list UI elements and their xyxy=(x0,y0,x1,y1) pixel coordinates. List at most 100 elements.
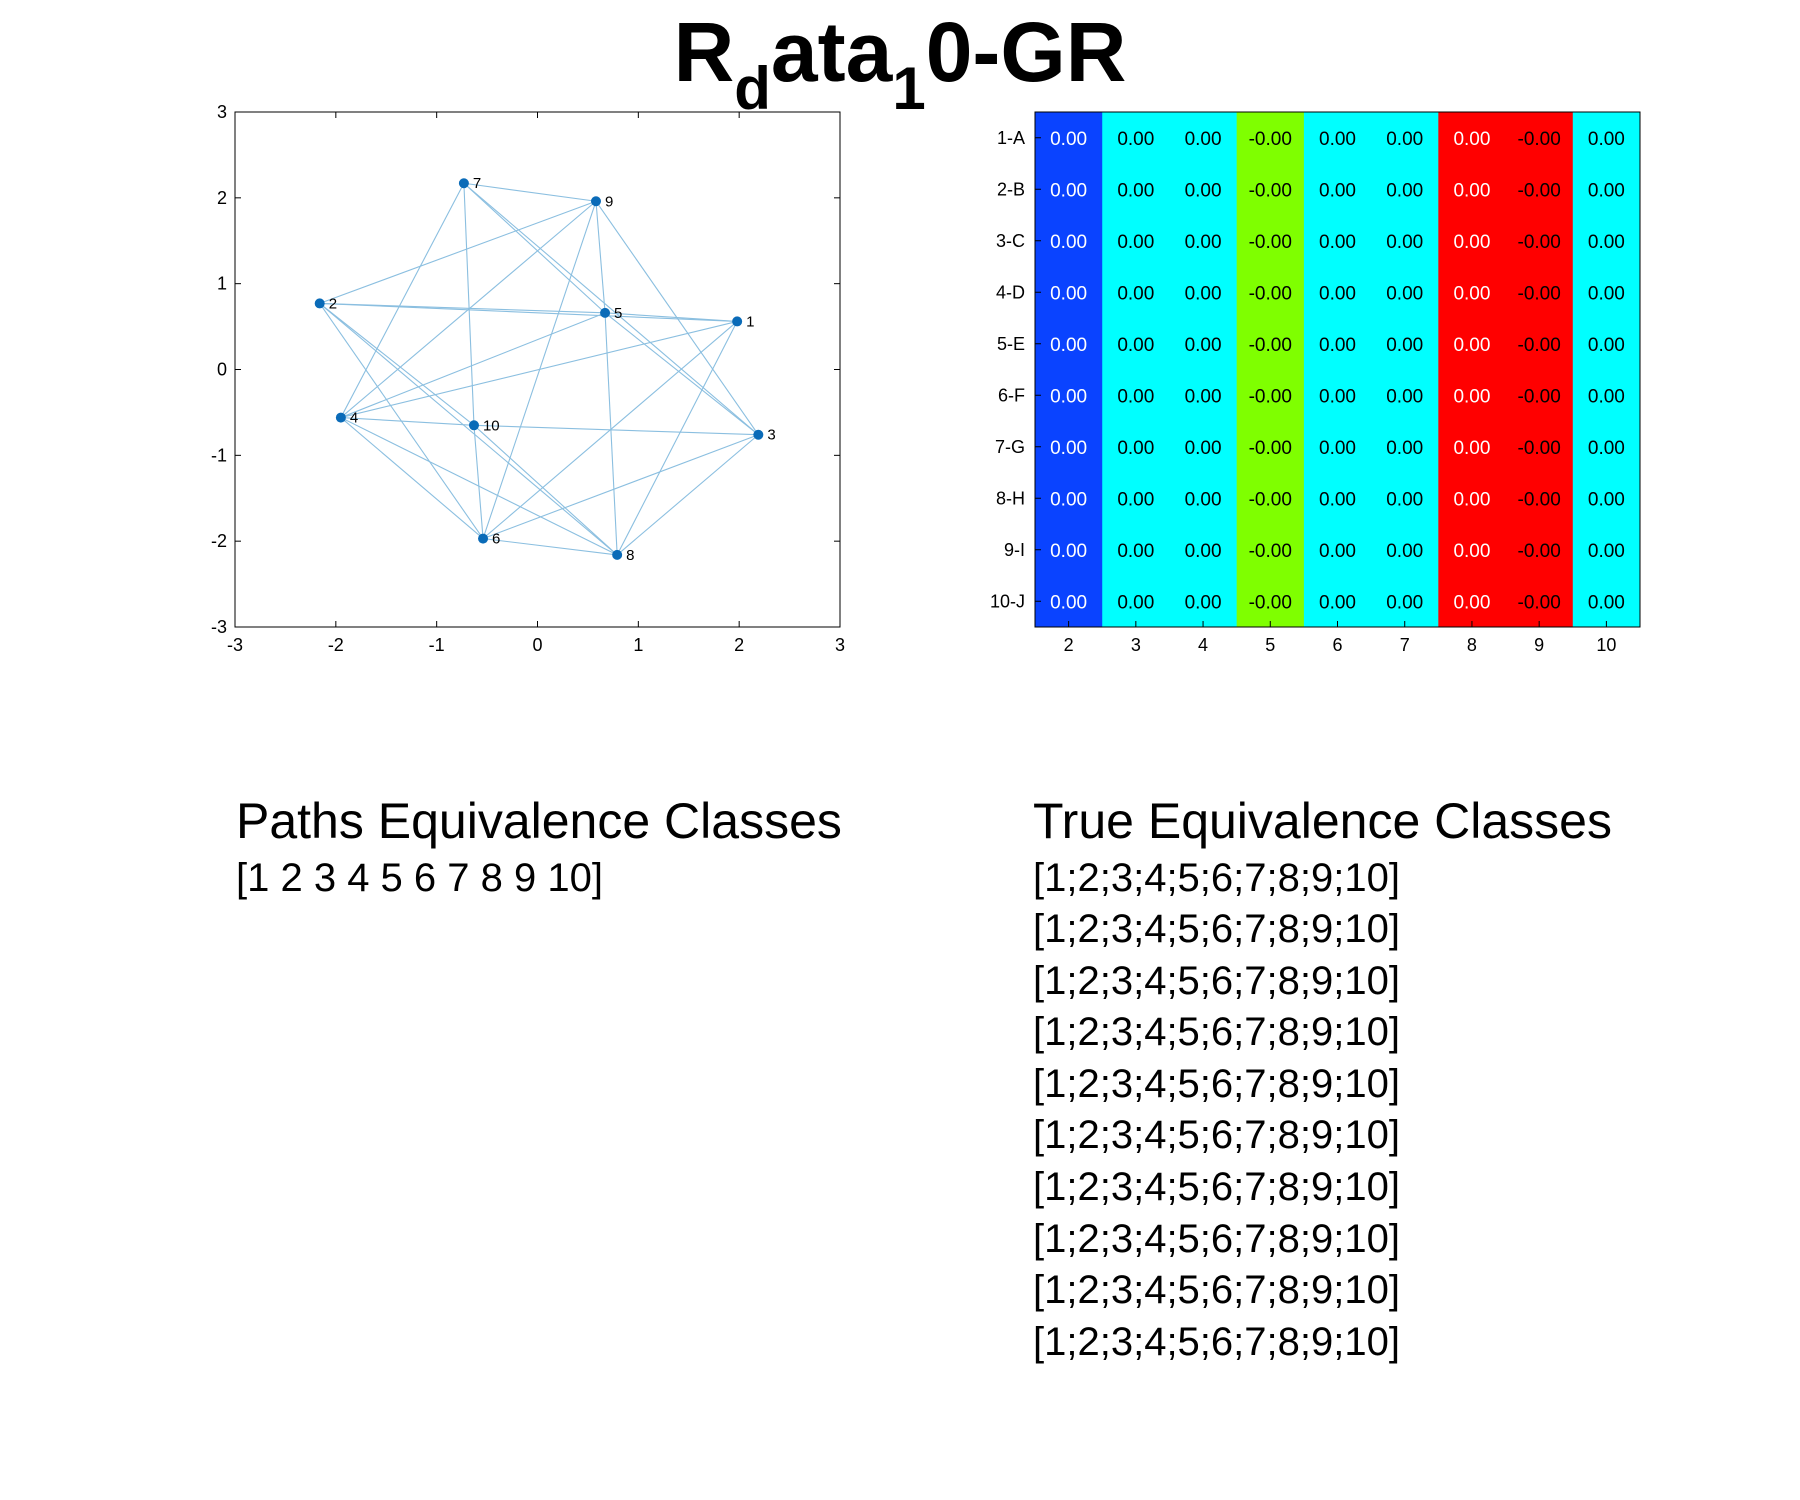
graph-edge xyxy=(604,312,759,436)
true-class-line: [1;2;3;4;5;6;7;8;9;10] xyxy=(1033,907,1400,952)
heatmap-cell-value: 0.00 xyxy=(1050,129,1087,150)
heatmap-cell-value: 0.00 xyxy=(1050,180,1087,201)
heatmap-cell-value: 0.00 xyxy=(1386,489,1423,510)
heatmap-cell-value: 0.00 xyxy=(1319,283,1356,304)
heatmap-cell-value: 0.00 xyxy=(1185,541,1222,562)
heatmap-cell-value: -0.00 xyxy=(1249,438,1292,459)
graph-node-label: 5 xyxy=(614,305,622,322)
true-classes: True Equivalence Classes [1;2;3;4;5;6;7;… xyxy=(1033,793,1612,1368)
x-tick-label: -3 xyxy=(227,635,243,655)
heatmap-row-label: 2-B xyxy=(997,179,1025,199)
true-class-line: [1;2;3;4;5;6;7;8;9;10] xyxy=(1033,1113,1400,1158)
heatmap-cell-value: 0.00 xyxy=(1386,386,1423,407)
graph-edge xyxy=(595,201,606,313)
heatmap-cell-value: -0.00 xyxy=(1249,541,1292,562)
heatmap-row-label: 1-A xyxy=(997,128,1025,148)
heatmap-cell-value: 0.00 xyxy=(1588,232,1625,253)
graph-edge xyxy=(319,302,606,314)
heatmap-cell-value: 0.00 xyxy=(1319,232,1356,253)
heatmap-row-label: 7-G xyxy=(995,437,1025,457)
heatmap-column-fill xyxy=(1035,112,1103,627)
graph-edge xyxy=(319,302,738,322)
heatmap-column-fill xyxy=(1102,112,1170,627)
true-class-line: [1;2;3;4;5;6;7;8;9;10] xyxy=(1033,855,1400,900)
heatmap-cell-value: 0.00 xyxy=(1117,335,1154,356)
heatmap-cell-value: -0.00 xyxy=(1249,335,1292,356)
heatmap-cell-value: 0.00 xyxy=(1386,541,1423,562)
graph-node-label: 6 xyxy=(492,531,500,548)
y-tick-label: 3 xyxy=(217,102,227,122)
heatmap-cell-value: 0.00 xyxy=(1386,129,1423,150)
heatmap-cell-value: 0.00 xyxy=(1185,283,1222,304)
graph-edge xyxy=(604,312,618,555)
graph-node-label: 7 xyxy=(473,175,481,192)
graph-node-label: 8 xyxy=(626,547,634,564)
heatmap-column-fill xyxy=(1236,112,1305,627)
graph-edge xyxy=(319,302,618,556)
graph-node xyxy=(612,549,623,560)
graph-node-label: 1 xyxy=(746,313,754,330)
heatmap-cell-value: -0.00 xyxy=(1518,129,1561,150)
heatmap-cell-value: 0.00 xyxy=(1588,541,1625,562)
heatmap-cell-value: 0.00 xyxy=(1185,232,1222,253)
heatmap-col-label: 5 xyxy=(1265,635,1275,655)
graph-edge xyxy=(616,321,738,556)
graph-node xyxy=(335,412,346,423)
heatmap-cell-value: 0.00 xyxy=(1588,129,1625,150)
heatmap-cell-value: -0.00 xyxy=(1518,283,1561,304)
x-tick-label: 3 xyxy=(835,635,845,655)
graph-node xyxy=(732,316,743,327)
graph-edge xyxy=(340,182,465,418)
heatmap-cell-value: 0.00 xyxy=(1117,129,1154,150)
heatmap-cell-value: 0.00 xyxy=(1588,489,1625,510)
heatmap-cell-value: -0.00 xyxy=(1518,232,1561,253)
heatmap-cell-value: 0.00 xyxy=(1386,335,1423,356)
heatmap-row-label: 4-D xyxy=(996,282,1025,302)
heatmap-cell-value: -0.00 xyxy=(1518,541,1561,562)
heatmap-col-label: 8 xyxy=(1467,635,1477,655)
heatmap-cell-value: 0.00 xyxy=(1050,592,1087,613)
heatmap-cell-value: -0.00 xyxy=(1518,180,1561,201)
paths-class-line: [1 2 3 4 5 6 7 8 9 10] xyxy=(236,855,603,900)
heatmap-cell-value: 0.00 xyxy=(1588,386,1625,407)
heatmap-row-label: 3-C xyxy=(996,231,1025,251)
true-class-line: [1;2;3;4;5;6;7;8;9;10] xyxy=(1033,1268,1400,1313)
heatmap-cell-value: 0.00 xyxy=(1319,386,1356,407)
heatmap-cell-value: 0.00 xyxy=(1319,129,1356,150)
heatmap-cell-value: 0.00 xyxy=(1185,129,1222,150)
heatmap-cell-value: 0.00 xyxy=(1588,335,1625,356)
heatmap-cell-value: -0.00 xyxy=(1518,592,1561,613)
heatmap-cell-value: 0.00 xyxy=(1117,592,1154,613)
graph-edge xyxy=(482,538,618,556)
graph-node xyxy=(458,178,469,189)
heatmap-cell-value: -0.00 xyxy=(1518,489,1561,510)
y-tick-label: 1 xyxy=(217,274,227,294)
graph-edge xyxy=(463,183,475,426)
y-tick-label: 0 xyxy=(217,360,227,380)
heatmap-cell-value: 0.00 xyxy=(1588,438,1625,459)
heatmap-cell-value: 0.00 xyxy=(1386,232,1423,253)
heatmap-cell-value: 0.00 xyxy=(1319,489,1356,510)
graph-edge xyxy=(463,182,606,314)
true-classes-heading: True Equivalence Classes xyxy=(1033,793,1612,849)
graph-node xyxy=(314,298,325,309)
heatmap-cell-value: 0.00 xyxy=(1453,129,1490,150)
heatmap-cell-value: 0.00 xyxy=(1050,386,1087,407)
heatmap-plot: 0.00 0.00 0.00 -0.00 0.00 0.00 0.00 -0.00 0.00 0.… xyxy=(990,111,1641,655)
graph-edge xyxy=(473,424,759,436)
heatmap-cell-value: 0.00 xyxy=(1319,335,1356,356)
heatmap-cell-value: 0.00 xyxy=(1117,541,1154,562)
heatmap-cell-value: 0.00 xyxy=(1386,438,1423,459)
graph-node xyxy=(600,307,611,318)
y-tick-label: -2 xyxy=(211,531,227,551)
heatmap-column-fill xyxy=(1505,112,1574,627)
graph-edge xyxy=(319,200,597,304)
heatmap-col-label: 3 xyxy=(1131,635,1141,655)
heatmap-cell-value: 0.00 xyxy=(1117,438,1154,459)
heatmap-cell-value: 0.00 xyxy=(1050,335,1087,356)
heatmap-cell-value: 0.00 xyxy=(1185,592,1222,613)
graph-node-label: 4 xyxy=(350,410,358,427)
heatmap-col-label: 2 xyxy=(1064,635,1074,655)
heatmap-cell-value: 0.00 xyxy=(1117,180,1154,201)
